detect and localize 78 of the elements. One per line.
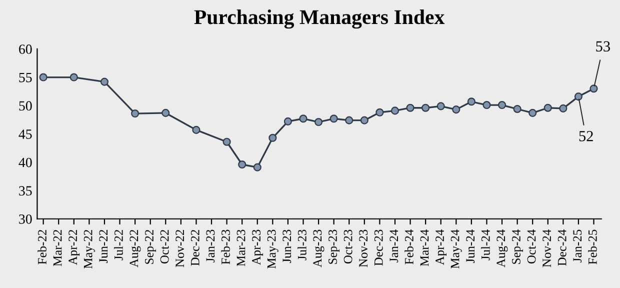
point: [376, 108, 384, 116]
y-tick-label: 40: [18, 158, 32, 168]
point: [513, 104, 522, 114]
x-tick-label: Apr-24: [436, 229, 447, 266]
point: [590, 84, 598, 93]
x-tick-label: Jun-24: [466, 229, 475, 264]
x-tick-label: Jun-22: [99, 230, 108, 264]
point: [528, 108, 537, 117]
point: [436, 102, 445, 110]
x-tick-label: Aug-24: [496, 229, 508, 268]
x-tick-label: Sep-24: [512, 229, 523, 264]
y-tick-label: 35: [19, 186, 32, 196]
x-tick-label: Jul-24: [481, 229, 490, 260]
point: [268, 134, 277, 142]
x-tick-label: Aug-23: [313, 230, 324, 268]
x-tick-label: Jan-25: [573, 230, 582, 262]
point: [482, 101, 491, 110]
y-tick-label: 50: [19, 101, 32, 111]
point: [299, 114, 308, 123]
point: [467, 98, 476, 106]
x-tick-label: Feb-23: [221, 230, 230, 264]
point: [162, 108, 170, 117]
x-tick-label: Nov-22: [176, 230, 184, 268]
point: [406, 104, 414, 112]
x-tick-label: Jul-22: [114, 230, 123, 260]
x-tick-label: Jul-23: [298, 230, 306, 260]
point: [131, 110, 140, 118]
x-tick-label: Feb-24: [404, 229, 414, 264]
point: [100, 78, 109, 86]
y-tick-label: 45: [18, 130, 32, 139]
x-tick-label: Sep-22: [145, 230, 156, 264]
point: [70, 73, 78, 82]
x-tick-label: Aug-22: [130, 230, 141, 268]
x-tick-label: Feb-25: [588, 230, 597, 264]
point: [238, 160, 246, 169]
x-tick-label: Mar-23: [236, 230, 246, 266]
x-tick-label: Sep-23: [328, 230, 340, 264]
data-label: 53: [596, 41, 610, 52]
x-tick-label: Oct-23: [344, 230, 352, 264]
x-tick-label: Nov-24: [542, 229, 552, 268]
point: [498, 101, 506, 110]
x-tick-label: Jan-23: [206, 230, 215, 262]
x-tick-label: Mar-24: [420, 229, 429, 266]
y-tick-label: 55: [19, 73, 32, 82]
point: [574, 92, 582, 101]
point: [39, 73, 48, 82]
x-tick-label: Apr-22: [68, 230, 80, 266]
point: [222, 138, 231, 146]
point: [452, 106, 460, 114]
point: [284, 117, 292, 126]
x-tick-label: Oct-22: [160, 230, 169, 264]
point: [192, 126, 200, 134]
data-label: 52: [579, 131, 593, 142]
x-tick-label: Apr-23: [252, 230, 264, 266]
x-tick-label: Mar-22: [53, 230, 62, 266]
point: [314, 118, 323, 126]
point: [544, 104, 552, 112]
point: [360, 116, 368, 124]
y-tick-label: 30: [19, 214, 32, 224]
point: [253, 163, 262, 172]
x-tick-label: Feb-22: [38, 230, 46, 264]
x-tick-label: Jun-23: [282, 230, 292, 264]
x-tick-label: Oct-24: [527, 229, 536, 264]
point: [422, 104, 430, 112]
x-tick-label: Dec-22: [190, 230, 200, 266]
point: [345, 116, 354, 124]
x-tick-label: Jan-24: [390, 229, 398, 262]
x-tick-label: Nov-23: [359, 230, 368, 268]
point: [390, 106, 400, 115]
point: [559, 104, 568, 112]
point: [330, 114, 338, 123]
y-tick-label: 60: [19, 44, 32, 54]
chart-title: Purchasing Managers Index: [194, 10, 445, 29]
x-tick-label: Dec-24: [558, 229, 566, 266]
x-tick-label: May-24: [450, 229, 462, 269]
x-tick-label: May-23: [267, 230, 278, 269]
x-tick-label: May-22: [84, 230, 95, 269]
x-tick-label: Dec-23: [374, 230, 383, 266]
